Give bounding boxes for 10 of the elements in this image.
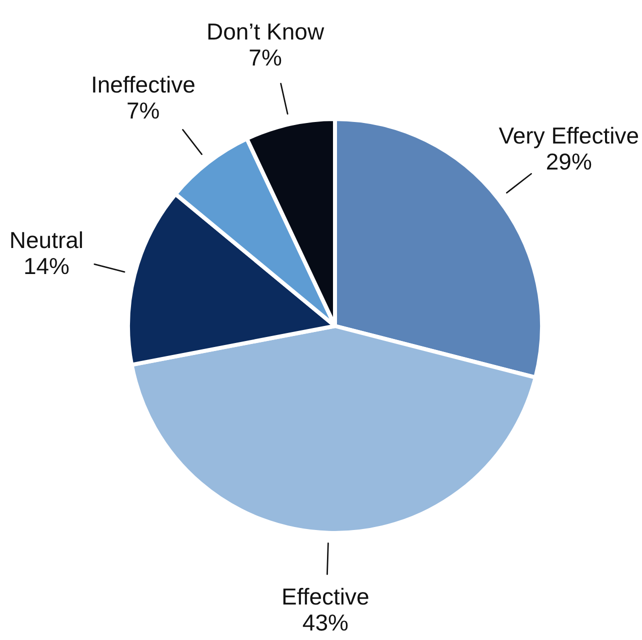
data-label: 29% [546,148,592,175]
data-label: 7% [126,98,160,124]
data-label: 14% [23,253,70,280]
slice-label: Don’t Know [206,18,324,44]
slice-label: Effective [282,583,370,610]
slice-label: Very Effective [498,122,639,149]
slice-label: Ineffective [90,72,196,98]
data-label: 7% [248,44,282,70]
slice-label: Neutral [9,227,84,254]
data-label: 43% [302,609,348,636]
